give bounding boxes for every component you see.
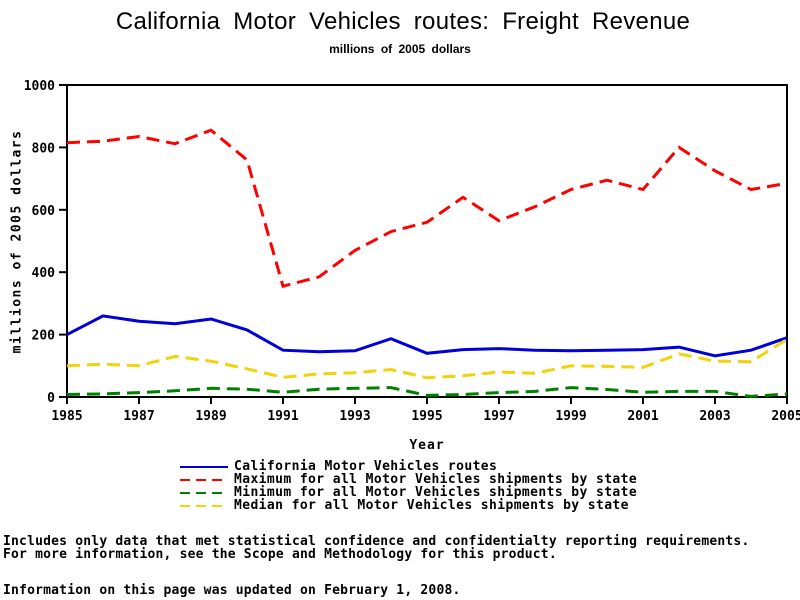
y-tick-label: 800: [32, 141, 56, 156]
y-tick-label: 200: [32, 329, 56, 344]
legend-row-maximum: Maximum for all Motor Vehicles shipments…: [180, 473, 637, 486]
legend-label: Median for all Motor Vehicles shipments …: [234, 498, 629, 513]
y-tick-label: 400: [32, 266, 56, 281]
legend-label: Minimum for all Motor Vehicles shipments…: [234, 485, 638, 500]
series-line-california-routes: [66, 314, 788, 358]
x-tick-label: 2005: [771, 409, 800, 424]
x-tick-label: 1991: [267, 409, 298, 424]
legend-swatch-dashed-line-icon: [180, 491, 228, 494]
x-tick-label: 1993: [339, 409, 370, 424]
y-tick-label: 0: [47, 391, 55, 406]
x-tick-label: 1985: [51, 409, 82, 424]
x-tick-label: 1999: [555, 409, 586, 424]
footnote-updated-date: Information on this page was updated on …: [3, 583, 461, 598]
plot-area: 0 200 400 600 800 1000 1985 1987 1989 1991 1993 199…: [24, 79, 800, 424]
legend-label: California Motor Vehicles routes: [234, 459, 498, 474]
x-tick-label: 1989: [195, 409, 226, 424]
footnote-confidence: Includes only data that met statistical …: [3, 534, 750, 549]
legend-swatch-dashed-line-icon: [180, 478, 228, 481]
plot-frame: [66, 84, 788, 398]
x-axis-title: Year: [409, 438, 445, 453]
x-tick-label: 1997: [483, 409, 514, 424]
y-tick-label: 1000: [24, 79, 55, 94]
x-tick-label: 2001: [627, 409, 658, 424]
legend-row-california-routes: California Motor Vehicles routes: [180, 460, 497, 473]
series-line-maximum-by-state: [66, 128, 788, 289]
x-tick-label: 2003: [699, 409, 730, 424]
legend-swatch-dashed-line-icon: [180, 504, 228, 507]
x-tick-label: 1995: [411, 409, 442, 424]
series-line-median-by-state: [66, 338, 788, 380]
legend-row-median: Median for all Motor Vehicles shipments …: [180, 499, 629, 512]
footnote-methodology: For more information, see the Scope and …: [3, 547, 557, 562]
legend-swatch-solid-line-icon: [180, 465, 228, 468]
x-tick-label: 1987: [123, 409, 154, 424]
chart-subtitle: millions of 2005 dollars: [329, 42, 471, 56]
legend-label: Maximum for all Motor Vehicles shipments…: [234, 472, 638, 487]
chart-title: California Motor Vehicles routes: Freigh…: [115, 8, 691, 35]
y-tick-label: 600: [32, 204, 56, 219]
legend-row-minimum: Minimum for all Motor Vehicles shipments…: [180, 486, 637, 499]
series-line-minimum-by-state: [66, 386, 788, 398]
